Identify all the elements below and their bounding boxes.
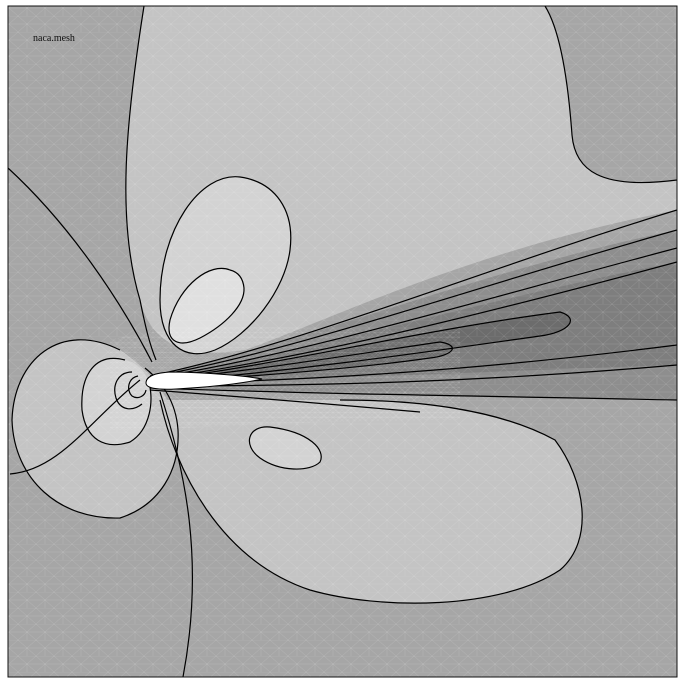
airfoil-shape — [145, 371, 263, 390]
contour-line — [149, 229, 677, 378]
contour-lines — [8, 6, 677, 677]
contour-line — [159, 341, 453, 383]
contour-fields — [8, 6, 677, 677]
contour-line — [154, 311, 571, 384]
contour-line — [159, 391, 194, 677]
plot-frame — [7, 5, 678, 678]
contour-line — [8, 167, 153, 363]
contour-line — [128, 375, 147, 399]
contour-line — [125, 6, 157, 361]
contour-line — [168, 267, 245, 344]
contour-line — [159, 399, 583, 604]
contour-line — [151, 247, 677, 379]
contour-line — [544, 6, 677, 184]
contour-line — [81, 357, 152, 446]
contour-line — [159, 176, 292, 355]
mesh-title: naca.mesh — [33, 33, 75, 44]
contour-line — [149, 387, 677, 401]
contour-line — [11, 339, 179, 519]
contour-line — [248, 426, 322, 470]
contour-line — [149, 209, 677, 377]
contour-line — [9, 379, 141, 475]
contour-line — [151, 261, 677, 380]
contour-line — [114, 371, 143, 410]
contour-line — [149, 389, 421, 413]
